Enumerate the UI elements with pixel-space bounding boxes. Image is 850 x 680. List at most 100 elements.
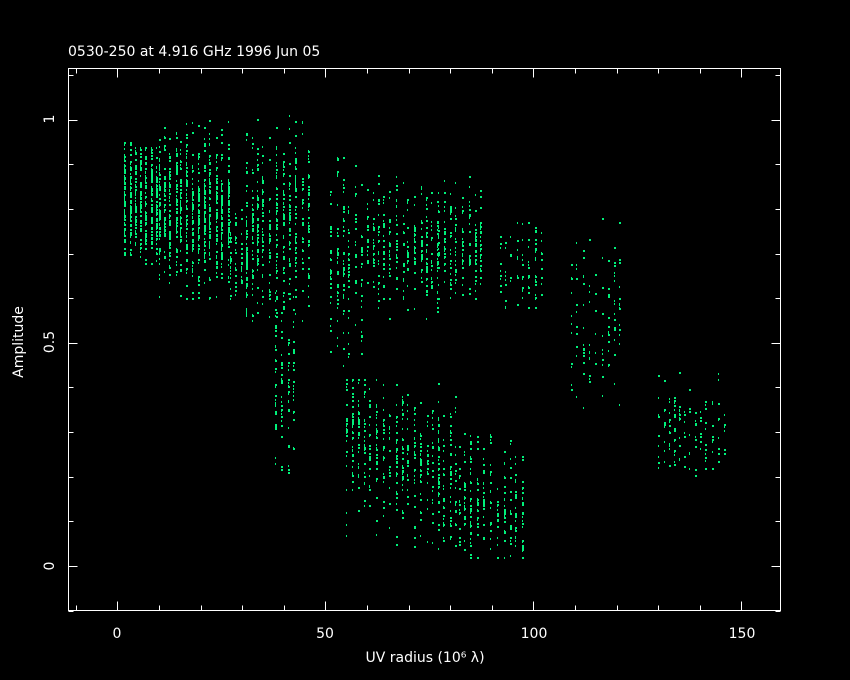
data-point [230, 239, 231, 241]
data-point [464, 509, 465, 511]
data-point [462, 197, 464, 199]
data-point [348, 280, 350, 282]
data-point [571, 363, 573, 365]
data-point [156, 207, 157, 209]
data-point [432, 502, 433, 504]
data-point [228, 188, 229, 190]
data-point [378, 260, 379, 262]
data-point [145, 213, 146, 215]
data-point [221, 185, 222, 187]
data-point [373, 226, 374, 228]
data-point [378, 228, 379, 230]
data-point [302, 320, 303, 322]
data-point [283, 173, 284, 175]
data-point [204, 193, 205, 195]
data-point [216, 221, 217, 223]
data-point [164, 127, 166, 129]
data-point [373, 223, 374, 225]
data-point [389, 219, 391, 221]
data-point [464, 540, 465, 542]
data-point [348, 258, 349, 260]
data-point [535, 279, 536, 281]
data-point [443, 488, 444, 490]
data-point [130, 173, 131, 175]
data-point [252, 228, 254, 230]
data-point [204, 256, 205, 258]
data-point [619, 329, 621, 331]
data-point [145, 217, 147, 219]
data-point [522, 276, 524, 278]
data-point [517, 304, 519, 306]
data-point [209, 231, 211, 233]
data-point [358, 423, 360, 425]
data-point [355, 256, 357, 258]
data-point [376, 404, 377, 406]
data-point [221, 203, 223, 205]
data-point [216, 157, 217, 159]
data-point [684, 456, 686, 458]
data-point [450, 211, 452, 213]
data-point [389, 245, 391, 247]
data-point [308, 198, 309, 200]
data-point [383, 199, 384, 201]
data-point [407, 250, 408, 252]
data-point [383, 432, 385, 434]
data-point [583, 373, 585, 375]
data-point [421, 258, 423, 260]
data-point [235, 224, 237, 226]
data-point [658, 416, 660, 418]
data-point [216, 209, 218, 211]
data-point [281, 367, 283, 369]
data-point [159, 165, 160, 167]
data-point [477, 499, 479, 501]
data-point [198, 237, 200, 239]
data-point [228, 170, 230, 172]
data-point [209, 175, 210, 177]
data-point [469, 215, 471, 217]
data-point [228, 203, 229, 205]
data-point [343, 260, 344, 262]
data-point [348, 232, 350, 234]
data-point [443, 415, 445, 417]
data-point [414, 262, 415, 264]
data-point [480, 196, 482, 198]
data-point [576, 396, 577, 398]
data-point [431, 239, 432, 241]
data-point [455, 238, 456, 240]
data-point [151, 222, 153, 224]
data-point [369, 505, 371, 507]
data-point [358, 466, 359, 468]
data-point [470, 468, 471, 470]
data-point [459, 537, 461, 539]
data-point [337, 303, 339, 305]
data-point [443, 439, 444, 441]
data-point [510, 458, 511, 460]
data-point [431, 281, 433, 283]
data-point [438, 495, 439, 497]
data-point [276, 162, 277, 164]
data-point [389, 275, 391, 277]
data-point [275, 368, 277, 370]
data-point [378, 282, 380, 284]
data-point [361, 331, 362, 333]
data-point [343, 206, 345, 208]
data-point [221, 258, 223, 260]
data-point [283, 222, 285, 224]
data-point [431, 225, 432, 227]
data-point [402, 428, 403, 430]
data-point [276, 290, 277, 292]
data-point [230, 260, 232, 262]
data-point [169, 267, 171, 269]
data-point [308, 244, 310, 246]
data-point [275, 326, 276, 328]
data-point [176, 211, 178, 213]
data-point [130, 149, 132, 151]
data-point [289, 219, 291, 221]
data-point [389, 264, 390, 266]
data-point [124, 142, 125, 144]
data-point [346, 420, 348, 422]
data-point [490, 523, 492, 525]
data-point [269, 235, 271, 237]
data-point [504, 492, 506, 494]
data-point [198, 158, 199, 160]
